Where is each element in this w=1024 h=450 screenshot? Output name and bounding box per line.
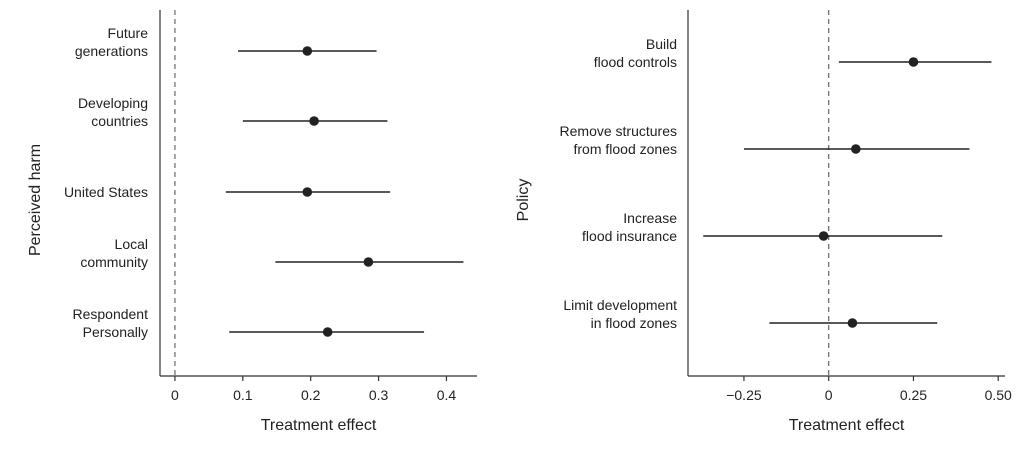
category-label: Developing countries	[78, 95, 148, 129]
point-estimate	[309, 116, 319, 126]
x-tick-label: 0.1	[233, 387, 253, 403]
category-label-line: from flood zones	[574, 141, 678, 157]
x-tick-label: 0.25	[900, 387, 927, 403]
point-estimate	[908, 57, 919, 67]
point-estimate	[302, 46, 313, 56]
category-label-line: Increase	[623, 210, 677, 226]
x-tick-label: 0	[171, 387, 179, 403]
category-label-line: Remove structures	[560, 123, 677, 139]
x-axis-title: Treatment effect	[261, 417, 377, 434]
category-label-line: community	[80, 254, 148, 270]
category-label: Limit development in flood zones	[563, 297, 677, 331]
category-label: Remove structures from flood zones	[560, 123, 677, 157]
category-label: Local community	[80, 236, 148, 270]
category-label: Future generations	[75, 25, 148, 59]
category-label-line: Build	[646, 36, 677, 52]
category-label-line: Respondent	[72, 306, 148, 322]
category-label: Increase flood insurance	[582, 210, 677, 244]
point-estimate	[302, 187, 313, 197]
category-label: United States	[64, 184, 148, 200]
category-label-line: generations	[75, 43, 148, 59]
point-estimate	[847, 318, 858, 328]
y-axis-title: Policy	[515, 179, 532, 222]
category-label: Respondent Personally	[72, 306, 148, 340]
panel-policy: −0.25 0 0.25 0.50 Build flood controls Remove …	[515, 10, 1012, 434]
x-tick-label: 0.2	[301, 387, 321, 403]
x-tick-label: 0.4	[437, 387, 457, 403]
category-label-line: in flood zones	[591, 315, 677, 331]
category-label-line: Local	[115, 236, 148, 252]
category-label-line: flood controls	[594, 54, 677, 70]
x-tick-label: 0.3	[369, 387, 389, 403]
point-estimate	[322, 327, 333, 337]
y-axis-title: Perceived harm	[27, 144, 44, 256]
x-tick-label: −0.25	[726, 387, 762, 403]
category-label-line: Personally	[83, 324, 148, 340]
category-label-line: Future	[108, 25, 149, 41]
x-tick-label: 0	[825, 387, 833, 403]
point-estimate	[851, 144, 861, 154]
point-estimate	[818, 231, 829, 241]
x-tick-label: 0.50	[985, 387, 1012, 403]
panel-harm: 0 0.1 0.2 0.3 0.4 Future generations Developing…	[27, 10, 477, 434]
category-label-line: Developing	[78, 95, 148, 111]
category-label-line: United States	[64, 184, 148, 200]
point-estimate	[363, 257, 374, 267]
category-label-line: Limit development	[563, 297, 677, 313]
category-label-line: countries	[91, 113, 148, 129]
category-label-line: flood insurance	[582, 228, 677, 244]
category-label: Build flood controls	[594, 36, 677, 70]
x-axis-title: Treatment effect	[789, 417, 905, 434]
